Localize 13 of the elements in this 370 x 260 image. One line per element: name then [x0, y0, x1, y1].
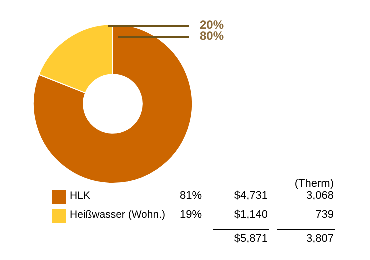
legend-label: Heißwasser (Wohn.) [70, 209, 166, 221]
text: 3,068 [306, 190, 334, 202]
text: $1,140 [234, 209, 268, 221]
text: $5,871 [234, 233, 268, 245]
text: 3,807 [306, 233, 334, 245]
text: 20% [200, 18, 224, 32]
text: $4,731 [234, 190, 268, 202]
text: (Therm) [294, 178, 334, 190]
text: 739 [316, 209, 334, 221]
data-label: 19% [180, 209, 202, 221]
data-label: 81% [180, 190, 202, 202]
text: 80% [200, 29, 224, 43]
legend-label: HLK [70, 190, 90, 202]
